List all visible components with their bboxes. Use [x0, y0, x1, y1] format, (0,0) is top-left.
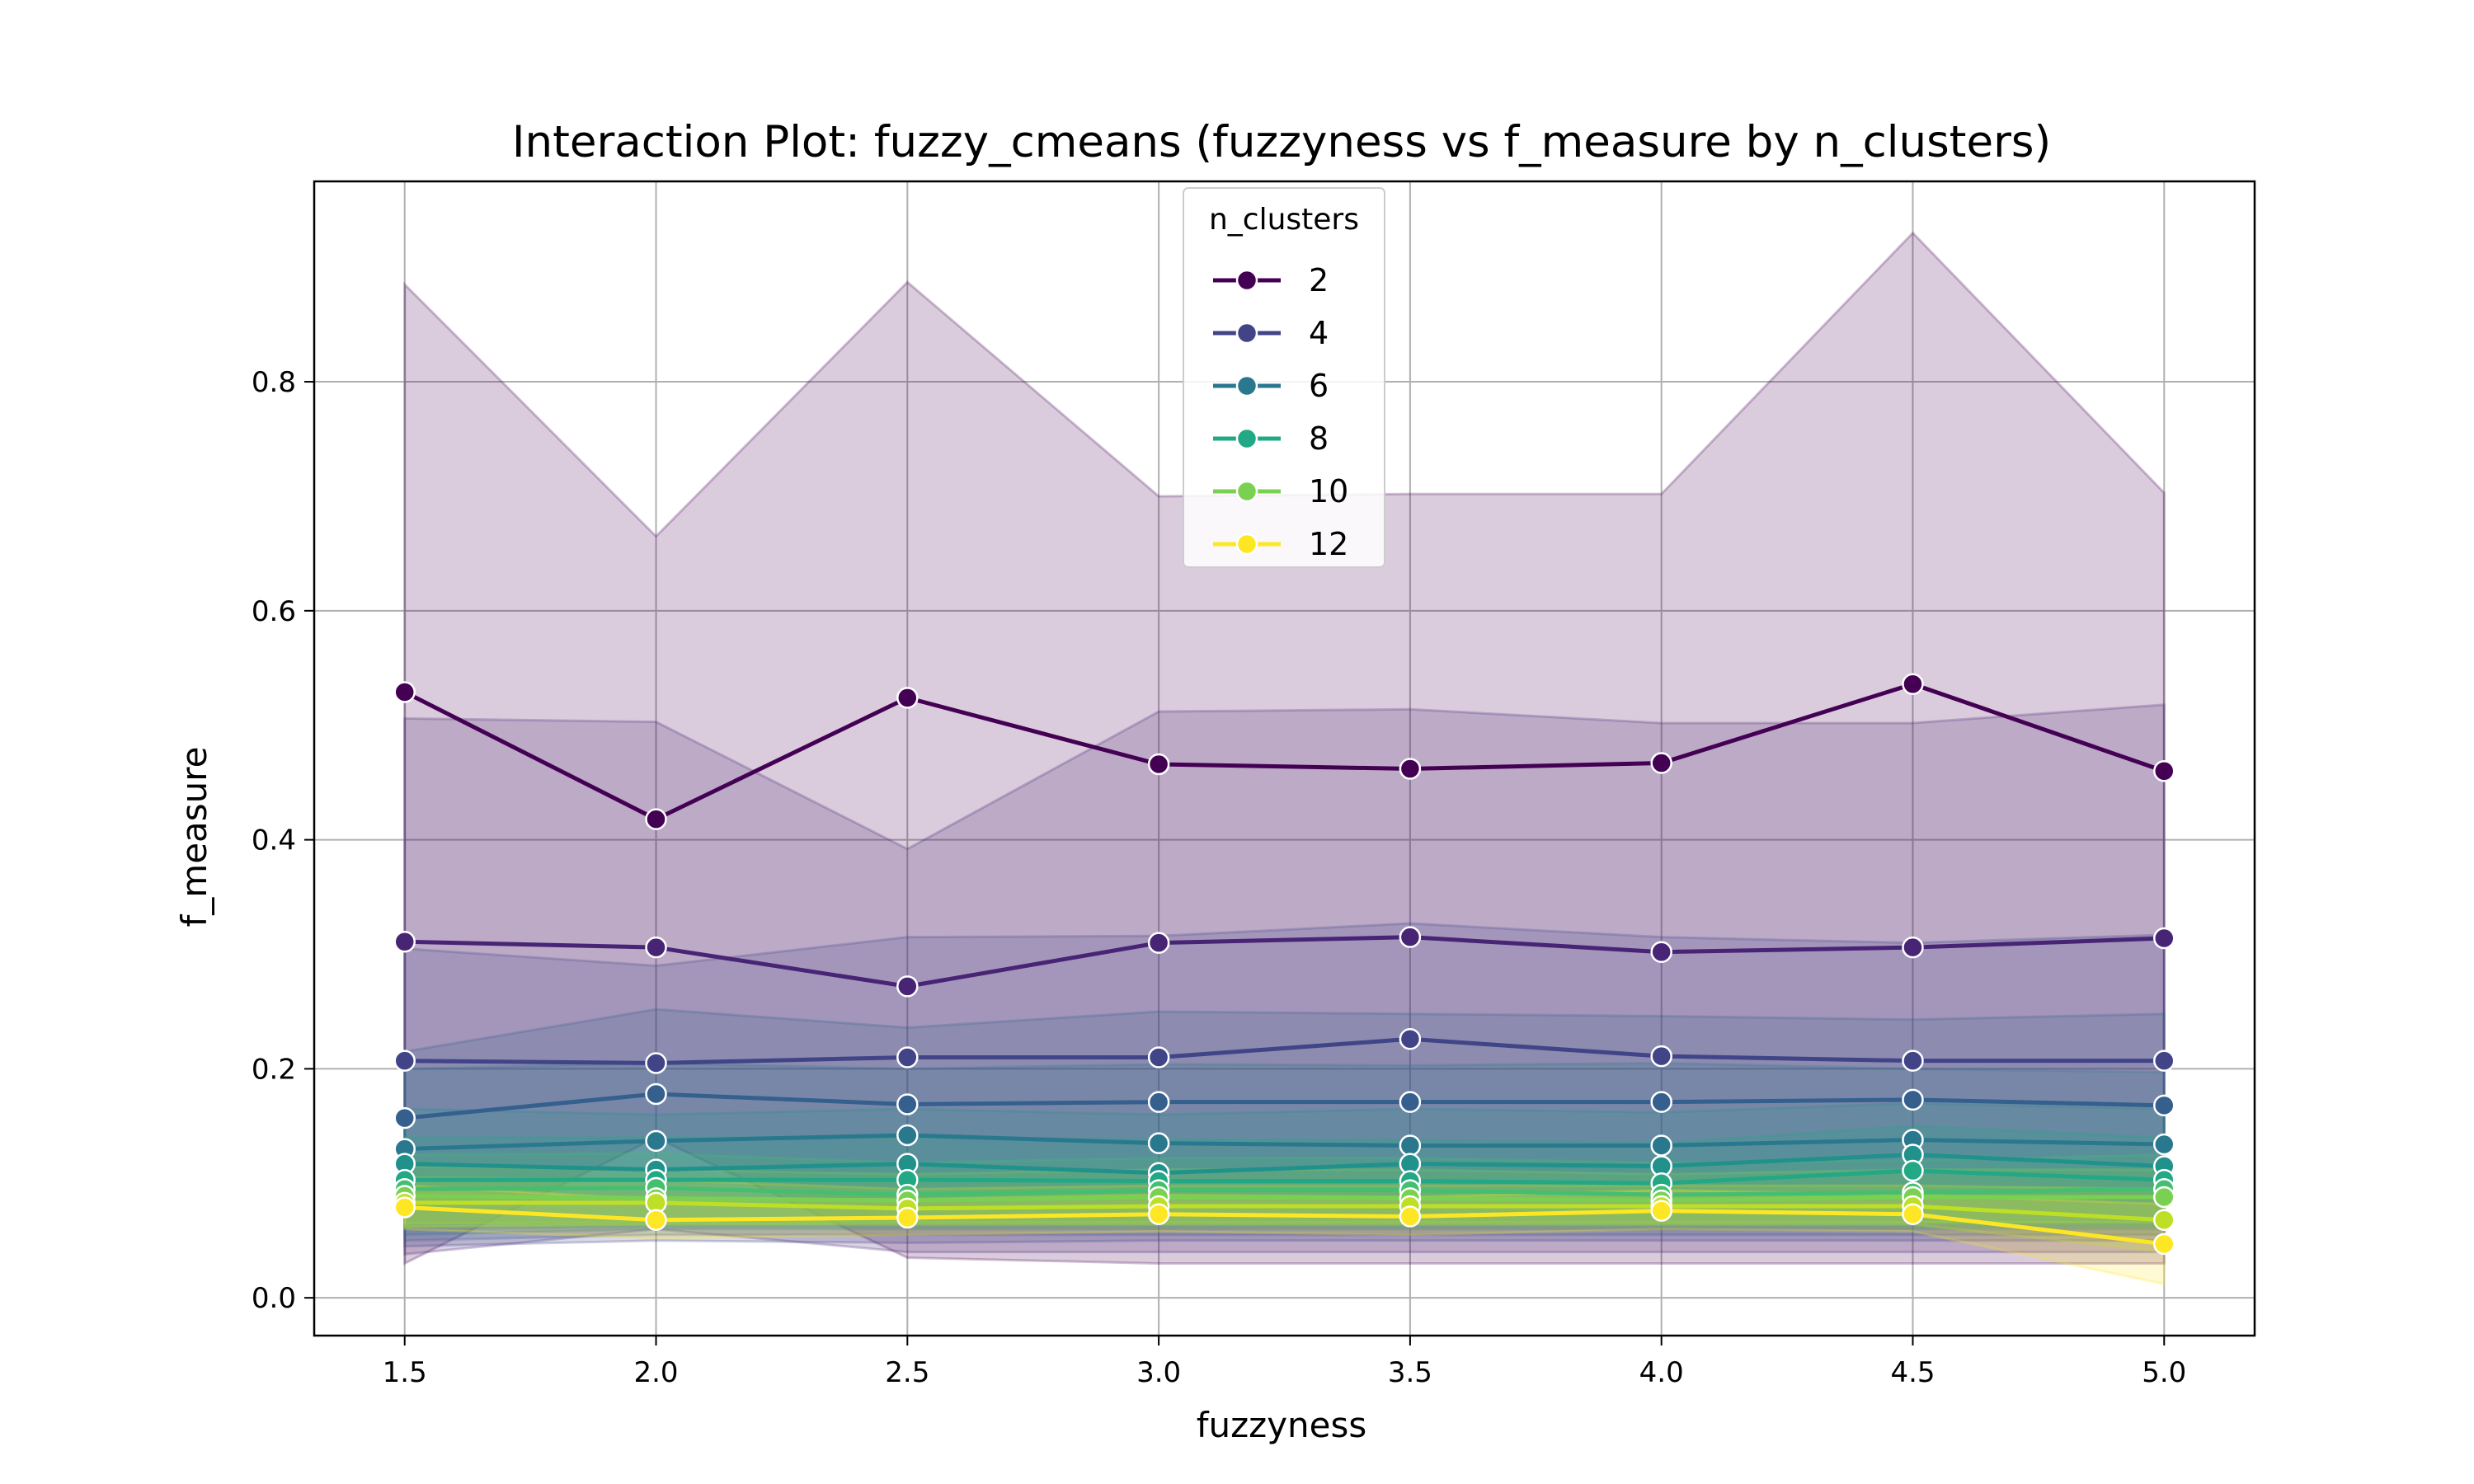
series-line: [404, 1205, 2165, 1247]
data-point: [1902, 1203, 1924, 1226]
x-tick-label: 1.5: [383, 1356, 427, 1389]
data-point: [896, 1206, 919, 1229]
data-point: [1902, 936, 1924, 959]
data-point: [1902, 1050, 1924, 1072]
plot-frame: [313, 180, 2256, 1337]
y-tick-label: 0.4: [252, 824, 296, 857]
data-point: [1650, 1045, 1672, 1068]
data-point: [1399, 758, 1422, 780]
data-point: [2153, 1186, 2175, 1209]
x-tick-label: 4.5: [1890, 1356, 1935, 1389]
legend-box: [1183, 187, 1385, 568]
x-tick-label: 3.0: [1136, 1356, 1181, 1389]
data-point: [1399, 1091, 1422, 1113]
series-line: [404, 1200, 2165, 1223]
data-point: [1399, 1205, 1422, 1228]
legend-label: 8: [1309, 420, 1329, 457]
data-point: [1399, 1134, 1422, 1157]
x-tick-label: 5.0: [2142, 1356, 2186, 1389]
data-point: [2153, 1050, 2175, 1072]
data-point: [896, 975, 919, 998]
legend-marker: [1235, 480, 1258, 503]
data-point: [1902, 1159, 1924, 1182]
legend-label: 6: [1309, 368, 1329, 404]
x-axis-label: fuzzyness: [1197, 1405, 1367, 1445]
data-point: [1902, 673, 1924, 695]
data-point: [896, 1093, 919, 1115]
data-point: [1650, 941, 1672, 963]
data-point: [645, 1082, 667, 1106]
y-tick-label: 0.0: [252, 1282, 296, 1315]
data-point: [2153, 1133, 2175, 1156]
series-lines: [403, 682, 2166, 1247]
data-point: [393, 681, 416, 703]
data-point: [645, 1129, 667, 1153]
legend-items: 2 4 6 8 10 12: [1213, 262, 1348, 562]
data-point: [1650, 1091, 1672, 1113]
legend-label: 12: [1309, 526, 1348, 562]
x-axis-ticks: 1.5 2.0 2.5 3.0 3.5 4.0 4.5 5.0: [383, 1336, 2186, 1389]
series-line: [404, 1036, 2165, 1065]
series-markers: [393, 673, 2175, 1256]
y-axis-label: f_measure: [174, 747, 214, 928]
legend-title: n_clusters: [1209, 203, 1359, 237]
y-axis-ticks: 0.0 0.2 0.4 0.6 0.8: [252, 366, 314, 1315]
plot-area: [313, 180, 2256, 1337]
x-tick-label: 2.0: [633, 1356, 678, 1389]
data-point: [393, 1106, 416, 1129]
y-tick-label: 0.6: [252, 595, 296, 628]
data-point: [393, 1050, 416, 1072]
legend-marker: [1235, 322, 1258, 345]
data-point: [1147, 1132, 1170, 1154]
x-tick-label: 3.5: [1388, 1356, 1432, 1389]
data-point: [2153, 1233, 2175, 1256]
x-tick-label: 4.0: [1639, 1356, 1684, 1389]
series-line: [404, 1186, 2165, 1197]
legend-marker: [1235, 269, 1258, 292]
data-point: [1147, 932, 1170, 954]
data-point: [645, 936, 667, 959]
data-point: [1147, 1091, 1170, 1113]
y-tick-label: 0.2: [252, 1053, 296, 1086]
series-line: [403, 682, 2166, 822]
data-point: [1650, 752, 1672, 774]
data-point: [393, 930, 416, 953]
legend-marker: [1235, 427, 1258, 450]
data-point: [645, 808, 667, 830]
chart-title: Interaction Plot: fuzzy_cmeans (fuzzynes…: [512, 117, 2051, 167]
series-line: [404, 1168, 2165, 1186]
legend-marker: [1235, 374, 1258, 397]
legend-label: 2: [1309, 262, 1329, 298]
data-point: [1399, 1028, 1422, 1050]
data-point: [645, 1052, 667, 1074]
legend-marker: [1235, 533, 1258, 556]
x-tick-label: 2.5: [885, 1356, 929, 1389]
data-point: [1399, 926, 1422, 948]
data-point: [896, 687, 919, 709]
data-point: [1147, 753, 1170, 776]
data-point: [1902, 1088, 1924, 1111]
series-line: [404, 1194, 2165, 1203]
data-point: [896, 1124, 919, 1147]
series-line: [404, 1133, 2165, 1152]
data-point: [896, 1046, 919, 1068]
data-point: [2153, 760, 2175, 782]
data-point: [1147, 1203, 1170, 1226]
data-point: [645, 1209, 667, 1231]
legend: n_clusters 2 4 6 8 10 12: [1183, 187, 1385, 568]
series-line: [404, 1153, 2165, 1176]
data-point: [1650, 1134, 1672, 1157]
series-line: [404, 935, 2165, 989]
data-point: [393, 1196, 416, 1219]
legend-label: 10: [1309, 473, 1348, 510]
series-line: [404, 1092, 2165, 1120]
legend-label: 4: [1309, 315, 1329, 351]
data-point: [2153, 927, 2175, 950]
data-point: [2153, 1094, 2175, 1117]
y-tick-label: 0.8: [252, 366, 296, 399]
data-point: [2153, 1209, 2175, 1231]
data-point: [1650, 1200, 1672, 1222]
data-point: [1147, 1046, 1170, 1068]
